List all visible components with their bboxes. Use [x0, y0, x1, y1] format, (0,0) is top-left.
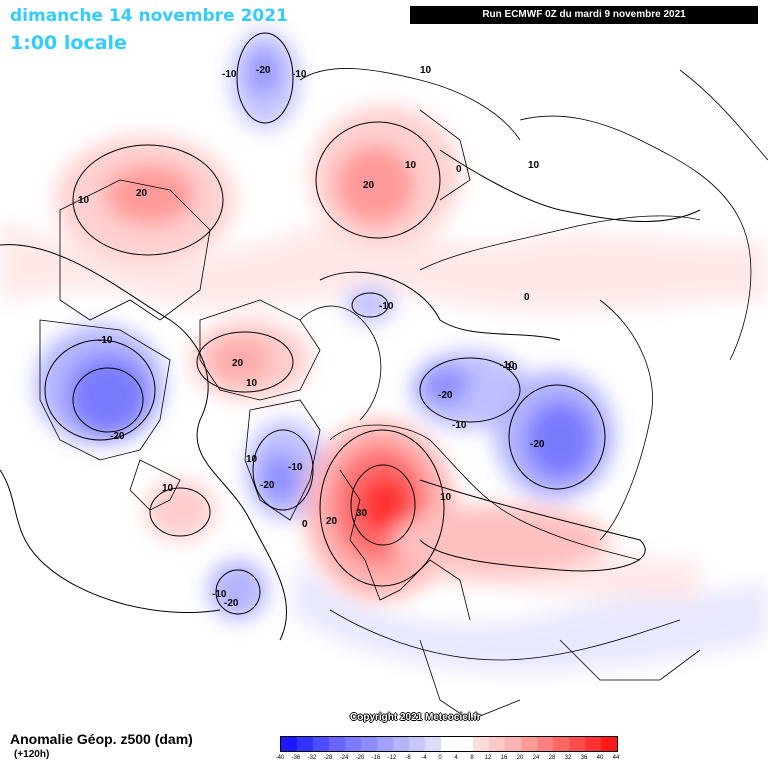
legend-swatch — [601, 737, 617, 751]
color-legend — [280, 736, 618, 752]
legend-swatch — [393, 737, 409, 751]
lead-time: (+120h) — [14, 749, 50, 760]
legend-swatch — [281, 737, 297, 751]
legend-tick-label: 40 — [596, 755, 604, 761]
legend-tick-label: -32 — [307, 755, 317, 761]
contour-label: 20 — [326, 516, 338, 527]
contour-label: -10 — [452, 420, 467, 431]
legend-tick-label: 44 — [612, 755, 620, 761]
legend-swatch — [521, 737, 537, 751]
contour-label: 10 — [246, 454, 258, 465]
contour-label: 20 — [136, 188, 148, 199]
legend-swatch — [441, 737, 457, 751]
legend-tick-label: -40 — [275, 755, 285, 761]
contour-label: 10 — [405, 160, 417, 171]
contour-label: -10 — [222, 69, 237, 80]
legend-tick-label: 12 — [484, 755, 492, 761]
contour-label: -20 — [260, 480, 275, 491]
legend-swatch — [505, 737, 521, 751]
contour-label: 30 — [356, 508, 368, 519]
contour-label: -10 — [288, 462, 303, 473]
contour-label: 10 — [246, 378, 258, 389]
legend-swatch — [329, 737, 345, 751]
legend-tick-label: -12 — [387, 755, 397, 761]
contour-label: -10 — [98, 335, 113, 346]
contour-label: 10 — [440, 492, 452, 503]
contour-label: -10 — [379, 301, 394, 312]
contour-label: 10 — [528, 160, 540, 171]
contour-label: -10 — [500, 360, 515, 371]
contour-label: -20 — [224, 598, 239, 609]
legend-swatch — [473, 737, 489, 751]
contour-label: 10 — [420, 65, 432, 76]
legend-tick-label: 28 — [548, 755, 556, 761]
contour-label: 20 — [232, 358, 244, 369]
legend-tick-label: 16 — [500, 755, 508, 761]
legend-swatch — [377, 737, 393, 751]
legend-tick-label: -24 — [339, 755, 349, 761]
run-info: Run ECMWF 0Z du mardi 9 novembre 2021 — [410, 6, 758, 24]
legend-swatch — [585, 737, 601, 751]
color-legend-ticks: -40 -36 -32 -28 -24 -20 -16 -12 -8 -4 0 4 8 12 16 20 24 2… — [276, 755, 620, 765]
forecast-date: dimanche 14 novembre 2021 — [10, 6, 288, 26]
contour-label: -20 — [110, 431, 125, 442]
legend-tick-label: -4 — [421, 755, 427, 761]
legend-tick-label: -28 — [323, 755, 333, 761]
contour-label: 0 — [524, 292, 530, 303]
legend-tick-label: -16 — [371, 755, 381, 761]
contour-label: 0 — [456, 164, 462, 175]
contour-label: -10 — [503, 362, 518, 373]
legend-tick-label: 0 — [438, 755, 442, 761]
contour-label: 0 — [302, 519, 308, 530]
contour-label: -20 — [256, 65, 271, 76]
contour-label: 10 — [162, 483, 174, 494]
contour-label: 20 — [363, 180, 375, 191]
legend-swatch — [313, 737, 329, 751]
legend-swatch — [297, 737, 313, 751]
legend-tick-label: 4 — [454, 755, 458, 761]
legend-swatch — [537, 737, 553, 751]
legend-swatch — [553, 737, 569, 751]
legend-tick-label: 20 — [516, 755, 524, 761]
legend-tick-label: -8 — [405, 755, 411, 761]
legend-tick-label: 32 — [564, 755, 572, 761]
legend-tick-label: 8 — [470, 755, 474, 761]
contour-label: -10 — [212, 589, 227, 600]
legend-swatch — [409, 737, 425, 751]
legend-swatch — [345, 737, 361, 751]
legend-tick-label: 36 — [580, 755, 588, 761]
legend-swatch — [489, 737, 505, 751]
legend-tick-label: 24 — [532, 755, 540, 761]
map-variable-label: Anomalie Géop. z500 (dam) — [10, 731, 193, 747]
legend-tick-label: -20 — [355, 755, 365, 761]
forecast-time: 1:00 locale — [10, 32, 127, 54]
copyright: Copyright 2021 Meteociel.fr — [350, 712, 481, 723]
contour-label: -20 — [530, 439, 545, 450]
legend-tick-label: -36 — [291, 755, 301, 761]
contour-label: -10 — [292, 69, 307, 80]
legend-swatch — [425, 737, 441, 751]
contour-label: -20 — [438, 390, 453, 401]
legend-swatch — [457, 737, 473, 751]
legend-swatch — [361, 737, 377, 751]
contour-label: 10 — [78, 195, 90, 206]
legend-swatch — [569, 737, 585, 751]
